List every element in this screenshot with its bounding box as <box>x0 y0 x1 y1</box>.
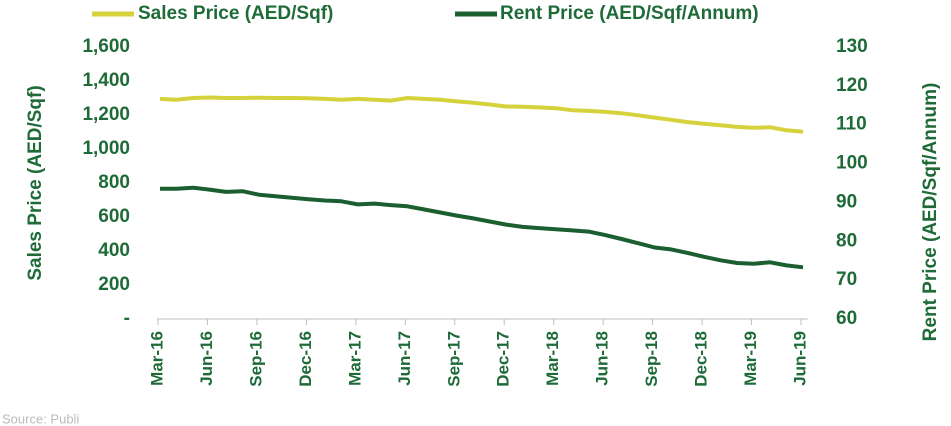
series-line <box>159 95 804 134</box>
x-tick-label: Mar-19 <box>741 331 760 386</box>
y-axis-title: Sales Price (AED/Sqf) <box>25 85 46 280</box>
source-note: Source: Publi <box>2 411 79 426</box>
y-tick-label: - <box>124 308 130 329</box>
y-tick-label: 1,000 <box>82 138 130 159</box>
y-tick-label: 600 <box>98 206 130 227</box>
x-tick-label: Jun-19 <box>790 331 809 386</box>
y2-tick-label: 130 <box>836 36 868 57</box>
y2-tick-label: 80 <box>836 230 857 251</box>
y-tick-label: 1,200 <box>82 104 130 125</box>
x-tick-label: Mar-17 <box>345 331 364 386</box>
y-tick-label: 400 <box>98 240 130 261</box>
y-tick-label: 800 <box>98 172 130 193</box>
x-tick-label: Jun-18 <box>593 331 612 386</box>
y2-tick-label: 110 <box>836 114 867 135</box>
y2-tick-label: 70 <box>836 269 857 290</box>
x-tick-label: Jun-16 <box>197 331 216 386</box>
x-tick-label: Jun-17 <box>395 331 414 386</box>
y-tick-label: 1,600 <box>82 36 130 57</box>
x-tick-label: Sep-17 <box>444 331 463 387</box>
legend-label: Sales Price (AED/Sqf) <box>138 3 333 24</box>
series-line <box>160 185 804 270</box>
y2-tick-label: 90 <box>836 191 857 212</box>
x-tick-label: Mar-18 <box>543 331 562 386</box>
x-tick-label: Dec-16 <box>296 331 315 387</box>
y2-tick-label: 100 <box>836 153 868 174</box>
x-tick-label: Dec-18 <box>692 331 711 387</box>
y-tick-label: 200 <box>98 274 130 295</box>
x-tick-label: Sep-18 <box>642 331 661 387</box>
x-tick-label: Dec-17 <box>494 331 513 387</box>
y-tick-label: 1,400 <box>82 70 130 91</box>
y2-axis-title: Rent Price (AED/Sqf/Annum) <box>920 83 941 342</box>
y2-tick-label: 60 <box>836 308 857 329</box>
x-tick-label: Mar-16 <box>147 331 166 386</box>
legend-label: Rent Price (AED/Sqf/Annum) <box>500 3 759 24</box>
y2-tick-label: 120 <box>836 75 868 96</box>
x-tick-label: Sep-16 <box>246 331 265 387</box>
